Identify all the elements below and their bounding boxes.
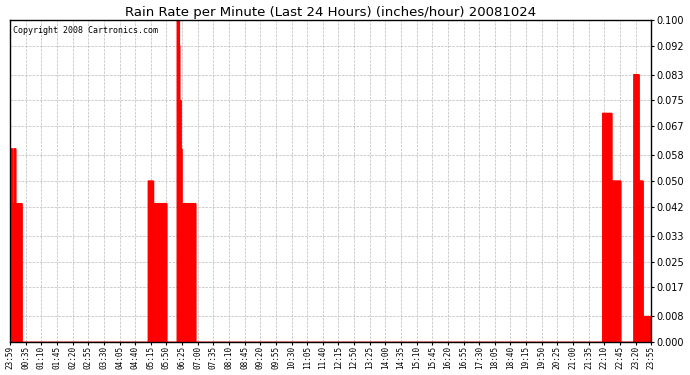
Text: Copyright 2008 Cartronics.com: Copyright 2008 Cartronics.com [13,26,158,35]
Title: Rain Rate per Minute (Last 24 Hours) (inches/hour) 20081024: Rain Rate per Minute (Last 24 Hours) (in… [125,6,536,18]
